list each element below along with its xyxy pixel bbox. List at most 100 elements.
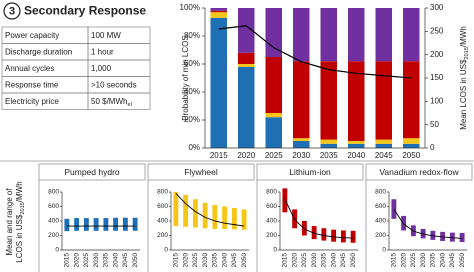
y2-axis-label-part: Mean LCOS in US$ <box>459 59 468 130</box>
bar-segment <box>210 12 227 18</box>
bar-segment <box>320 139 337 144</box>
panel-title: Flywheel <box>184 167 218 177</box>
bottom-y-label-part: LCOS in US$ <box>15 214 24 263</box>
number-badge <box>3 2 21 20</box>
x-tick-label: 2015 <box>173 253 180 268</box>
y2-tick-label: 100 <box>430 96 444 105</box>
x-tick-label: 2040 <box>330 253 337 268</box>
y2-tick-label: 50 <box>430 120 439 129</box>
x-tick-label: 2035 <box>103 253 110 268</box>
y-tick-label: 400 <box>375 218 386 225</box>
x-tick-label: 2030 <box>420 253 427 268</box>
bar-segment <box>293 141 310 148</box>
range-bar <box>173 192 179 227</box>
table-value: >10 seconds <box>91 80 137 89</box>
x-tick-label: 2020 <box>400 253 407 268</box>
panel-number: 3 <box>9 5 15 17</box>
panel-header <box>256 163 364 181</box>
bottom-y-label: Mean and range of <box>5 188 14 256</box>
bar-segment <box>293 138 310 141</box>
panel-title: Secondary Response <box>24 4 146 18</box>
bar-segment <box>293 8 310 62</box>
bar-segment <box>348 61 365 142</box>
bar-segment <box>210 10 227 13</box>
x-tick-label: 2045 <box>449 253 456 268</box>
panel-header <box>365 163 473 181</box>
x-tick-label: 2030 <box>292 151 310 160</box>
panel-title: Pumped hydro <box>64 167 120 177</box>
range-bar <box>122 217 128 231</box>
bar-segment <box>375 143 392 148</box>
x-tick-label: 2025 <box>83 253 90 268</box>
y-tick-label: 600 <box>266 203 277 210</box>
x-tick-label: 2050 <box>241 253 248 268</box>
bottom-y-label-part: /MWh <box>15 181 24 202</box>
y2-tick-label: 0 <box>430 143 435 152</box>
range-bar <box>212 205 218 229</box>
bar-segment <box>265 8 282 57</box>
bar-segment <box>238 8 255 53</box>
y-tick-label: 80% <box>184 31 200 40</box>
y-tick-label: 0 <box>382 247 386 254</box>
y-axis-label: Probability of min LCOS <box>181 35 190 120</box>
range-bar <box>321 228 327 241</box>
bar-segment <box>210 17 227 148</box>
y2-tick-label: 200 <box>430 50 444 59</box>
x-tick-label: 2045 <box>122 253 129 268</box>
y2-tick-label: 150 <box>430 73 444 82</box>
bar-segment <box>375 61 392 140</box>
range-bar <box>350 230 356 243</box>
range-bar <box>74 218 80 231</box>
x-tick-label: 2050 <box>132 253 139 268</box>
y-tick-label: 800 <box>157 189 168 196</box>
y-tick-label: 400 <box>157 218 168 225</box>
x-tick-label: 2025 <box>301 253 308 268</box>
table-label: Discharge duration <box>5 47 72 56</box>
y2-tick-label: 250 <box>430 26 444 35</box>
panel-header <box>147 163 255 181</box>
y-tick-label: 20% <box>184 115 200 124</box>
bar-segment <box>403 143 420 148</box>
bar-segment <box>320 61 337 140</box>
mean-line <box>284 199 354 239</box>
panel-title: Lithium-ion <box>289 167 331 177</box>
table-value-part: 50 $/MWh <box>91 97 127 106</box>
range-bar <box>64 218 70 232</box>
y-tick-label: 600 <box>157 203 168 210</box>
panel-header <box>38 163 146 181</box>
y-tick-label: 200 <box>375 232 386 239</box>
bar-segment <box>320 8 337 62</box>
table-label: Response time <box>5 80 59 89</box>
bar-segment <box>238 52 255 64</box>
range-bar <box>440 231 446 241</box>
x-tick-label: 2050 <box>459 253 466 268</box>
x-tick-label: 2030 <box>202 253 209 268</box>
x-tick-label: 2015 <box>64 253 71 268</box>
bar-segment <box>403 138 420 144</box>
x-tick-label: 2025 <box>410 253 417 268</box>
y-tick-label: 200 <box>48 232 59 239</box>
mean-line <box>393 209 463 239</box>
bar-segment <box>320 143 337 148</box>
x-tick-label: 2040 <box>439 253 446 268</box>
panel-title: Vanadium redox-flow <box>379 167 459 177</box>
x-tick-label: 2035 <box>320 151 338 160</box>
bar-segment <box>403 61 420 139</box>
range-bar <box>183 194 189 227</box>
x-tick-label: 2050 <box>402 151 420 160</box>
x-tick-label: 2045 <box>375 151 393 160</box>
y-tick-label: 200 <box>266 232 277 239</box>
range-bar <box>311 226 317 240</box>
bottom-y-label-part: 2015 <box>20 202 26 214</box>
y2-tick-label: 300 <box>430 3 444 12</box>
y-tick-label: 0 <box>55 247 59 254</box>
bar-segment <box>375 139 392 144</box>
bar-segment <box>348 141 365 144</box>
x-tick-label: 2030 <box>93 253 100 268</box>
x-tick-label: 2020 <box>237 151 255 160</box>
bar-segment <box>265 117 282 148</box>
bar-segment <box>293 61 310 139</box>
bar-segment <box>210 8 227 11</box>
range-bar <box>103 218 109 231</box>
